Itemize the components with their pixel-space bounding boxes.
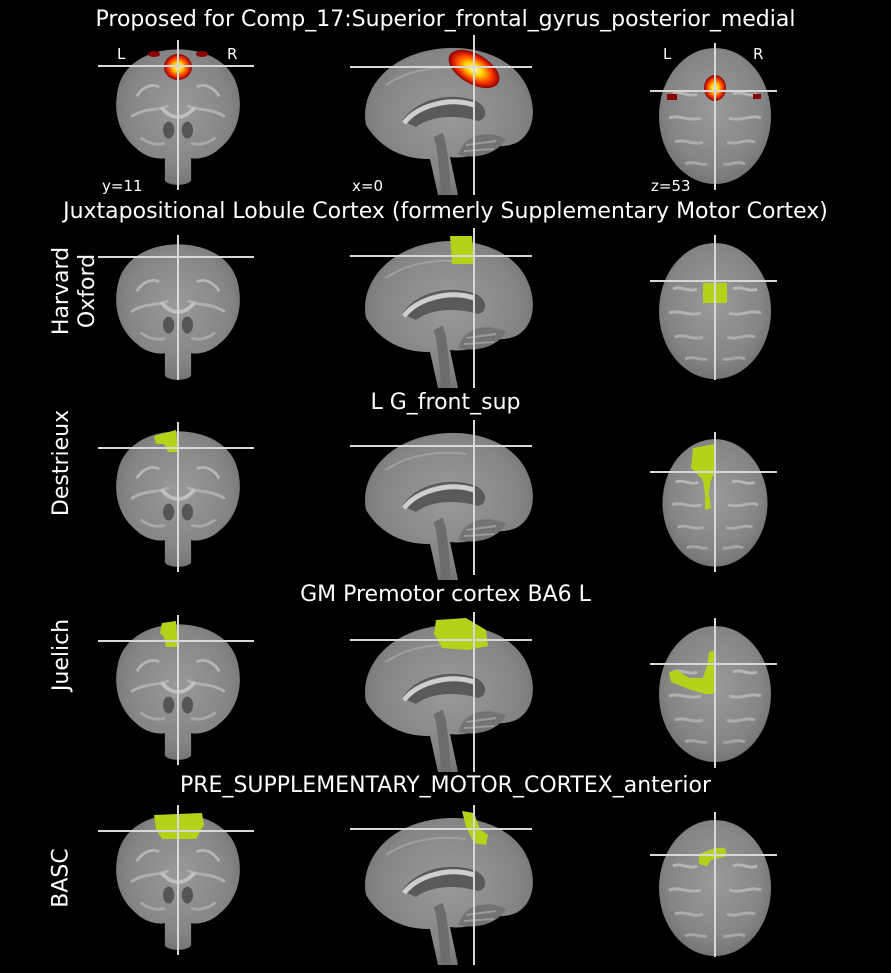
region-title-juelich: GM Premotor cortex BA6 L: [300, 582, 591, 607]
axial-slice-destrieux: [650, 432, 777, 572]
sagittal-slice-destrieux: [350, 420, 546, 580]
atlas-overlay-axial: [669, 650, 715, 694]
coronal-slice-proposed: [98, 40, 254, 190]
sagittal-slice-proposed: [350, 35, 546, 195]
right-marker-axial: R: [753, 45, 764, 63]
right-marker: R: [227, 45, 238, 63]
coronal-slice-harvard-oxford: [98, 235, 254, 382]
atlas-label-harvard-oxford-text: Harvard Oxford: [49, 247, 101, 335]
atlas-overlay-axial: [691, 444, 715, 510]
atlas-label-harvard-oxford: Harvard Oxford: [45, 196, 105, 386]
atlas-label-juelich: Juelich: [32, 560, 92, 750]
coronal-coordinate: y=11: [102, 177, 143, 195]
atlas-label-basc-text: BASC: [49, 848, 74, 908]
atlas-overlay-sagittal: [450, 236, 474, 264]
atlas-overlay-axial: [699, 848, 727, 866]
axial-slice-juelich: [650, 618, 777, 768]
coronal-slice-juelich: [98, 615, 254, 765]
coronal-slice-destrieux: [98, 422, 254, 572]
atlas-overlay-sagittal: [434, 618, 488, 650]
left-marker-axial: L: [663, 45, 672, 63]
left-marker: L: [117, 45, 126, 63]
atlas-label-destrieux: Destrieux: [32, 368, 92, 558]
region-title-basc: PRE_SUPPLEMENTARY_MOTOR_CORTEX_anterior: [179, 773, 711, 798]
region-title-harvard-oxford: Juxtapositional Lobule Cortex (formerly …: [63, 199, 828, 224]
atlas-label-harvard-oxford-text-inner: Harvard Oxford: [49, 246, 101, 336]
atlas-label-juelich-text: Juelich: [49, 618, 75, 692]
axial-slice-proposed: [650, 43, 777, 190]
coronal-slice-basc: [98, 805, 254, 955]
sagittal-slice-basc: [350, 805, 546, 965]
axial-slice-basc: [650, 812, 777, 958]
sagittal-coordinate: x=0: [352, 177, 383, 195]
sagittal-slice-harvard-oxford: [350, 228, 546, 388]
region-title-destrieux: L G_front_sup: [370, 390, 521, 415]
main-title: Proposed for Comp_17:Superior_frontal_gy…: [95, 7, 796, 32]
atlas-label-basc: BASC: [32, 783, 92, 973]
axial-coordinate: z=53: [651, 177, 691, 195]
axial-slice-harvard-oxford: [650, 235, 777, 381]
atlas-overlay-coronal: [154, 430, 178, 452]
atlas-label-destrieux-text: Destrieux: [49, 409, 74, 517]
sagittal-slice-juelich: [350, 612, 546, 772]
